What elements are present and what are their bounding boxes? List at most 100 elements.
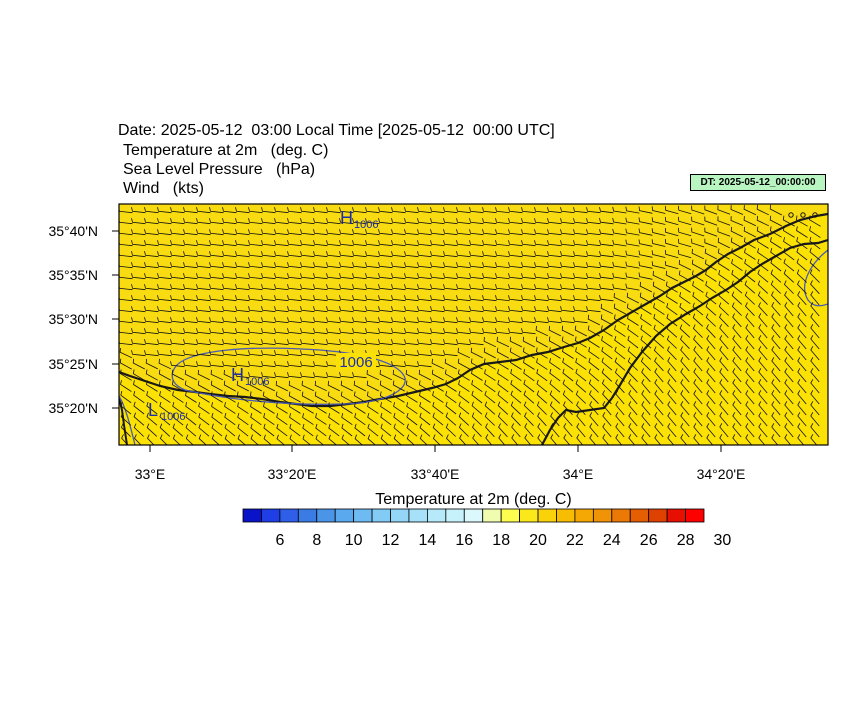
wind-barb bbox=[483, 347, 496, 359]
wind-barb bbox=[339, 240, 354, 247]
wind-barb bbox=[469, 240, 484, 247]
wind-barb bbox=[521, 229, 536, 236]
wind-barb bbox=[170, 361, 185, 368]
wind-barb bbox=[145, 369, 158, 381]
wind-barb bbox=[354, 402, 366, 414]
wind-barb bbox=[795, 215, 808, 227]
wind-barb bbox=[119, 358, 132, 370]
wind-barb bbox=[236, 380, 249, 392]
wind-barb bbox=[261, 207, 276, 214]
wind-barb bbox=[261, 361, 276, 368]
wind-barb bbox=[287, 306, 302, 313]
wind-barb bbox=[196, 273, 211, 280]
wind-barb bbox=[508, 218, 523, 225]
wind-barb bbox=[222, 306, 237, 313]
wind-barb bbox=[810, 401, 820, 416]
wind-barb bbox=[144, 251, 159, 258]
wind-barb bbox=[157, 218, 172, 225]
wind-barb bbox=[235, 229, 250, 236]
wind-barb bbox=[732, 368, 742, 383]
wind-barb bbox=[784, 291, 794, 306]
wind-barb bbox=[263, 434, 272, 445]
wind-barb bbox=[589, 401, 599, 416]
wind-barb bbox=[352, 229, 367, 236]
wind-barb bbox=[131, 207, 146, 214]
wind-barb bbox=[287, 295, 302, 302]
wind-barb bbox=[443, 317, 458, 324]
wind-barb bbox=[417, 218, 432, 225]
wind-barb bbox=[248, 284, 263, 291]
wind-barb bbox=[549, 390, 561, 404]
wind-barb bbox=[339, 339, 354, 346]
wind-barb bbox=[419, 423, 431, 437]
wind-barb bbox=[300, 273, 315, 280]
wind-barb bbox=[548, 336, 561, 348]
wind-barb bbox=[534, 207, 549, 214]
wind-barb bbox=[508, 273, 523, 280]
wind-barb bbox=[508, 251, 523, 258]
wind-barb bbox=[119, 369, 132, 381]
wind-barb bbox=[482, 306, 497, 313]
wind-barb bbox=[391, 295, 406, 302]
wind-barb bbox=[172, 423, 184, 437]
wind-barb bbox=[313, 372, 328, 379]
wind-barb bbox=[235, 306, 250, 313]
wind-barb bbox=[573, 218, 588, 225]
colorbar-swatch bbox=[334, 508, 355, 523]
wind-barb bbox=[470, 347, 483, 359]
wind-barb bbox=[300, 350, 315, 357]
wind-barb bbox=[404, 229, 419, 236]
wind-barb bbox=[209, 218, 224, 225]
wind-barb bbox=[797, 357, 807, 372]
wind-barb bbox=[586, 295, 601, 302]
wind-barb bbox=[784, 324, 794, 339]
wind-barb bbox=[378, 251, 393, 258]
wind-barb bbox=[144, 284, 159, 291]
wind-barb bbox=[562, 390, 573, 404]
wind-barb bbox=[339, 328, 354, 335]
wind-field-label: Wind (kts) bbox=[123, 180, 204, 197]
wind-barb bbox=[263, 423, 275, 437]
wind-barb bbox=[183, 207, 198, 214]
colorbar-tick-label: 16 bbox=[455, 532, 473, 549]
colorbar-swatch bbox=[537, 508, 557, 523]
wind-barb bbox=[510, 379, 522, 393]
wind-barb bbox=[339, 372, 354, 379]
wind-barb bbox=[379, 391, 392, 403]
wind-barb bbox=[287, 251, 302, 258]
wind-barb bbox=[783, 258, 795, 272]
wind-barb bbox=[404, 350, 419, 357]
wind-barb bbox=[222, 218, 237, 225]
wind-barb bbox=[484, 390, 496, 404]
wind-barb bbox=[261, 328, 276, 335]
wind-barb bbox=[391, 240, 406, 247]
wind-barb bbox=[521, 317, 536, 324]
wind-barb bbox=[430, 251, 445, 258]
wind-barb bbox=[601, 379, 612, 393]
wind-barb bbox=[131, 229, 146, 236]
wind-barb bbox=[289, 434, 299, 445]
wind-barb bbox=[797, 423, 807, 438]
wind-barb bbox=[327, 380, 340, 392]
wind-barb bbox=[758, 390, 768, 405]
wind-barb bbox=[456, 251, 471, 258]
colorbar-tick-label: 24 bbox=[603, 532, 621, 549]
wind-barb bbox=[573, 284, 588, 291]
wind-barb bbox=[640, 314, 652, 327]
pressure-centers: H 1006 H 1006 L 1006 bbox=[148, 208, 378, 423]
wind-barb bbox=[392, 380, 405, 392]
wind-barb bbox=[809, 269, 820, 283]
wind-barb bbox=[157, 240, 172, 247]
wind-barb bbox=[705, 270, 717, 282]
wind-barb bbox=[664, 206, 679, 215]
wind-barb bbox=[196, 295, 211, 302]
wind-barb bbox=[653, 346, 664, 360]
wind-barb bbox=[482, 218, 497, 225]
wind-barb bbox=[589, 390, 599, 404]
wind-barb bbox=[406, 412, 418, 426]
wind-barb bbox=[300, 372, 315, 379]
wind-barb bbox=[547, 295, 562, 302]
wind-barb bbox=[563, 423, 573, 438]
wind-barb bbox=[510, 369, 522, 382]
wind-barb bbox=[810, 280, 820, 295]
